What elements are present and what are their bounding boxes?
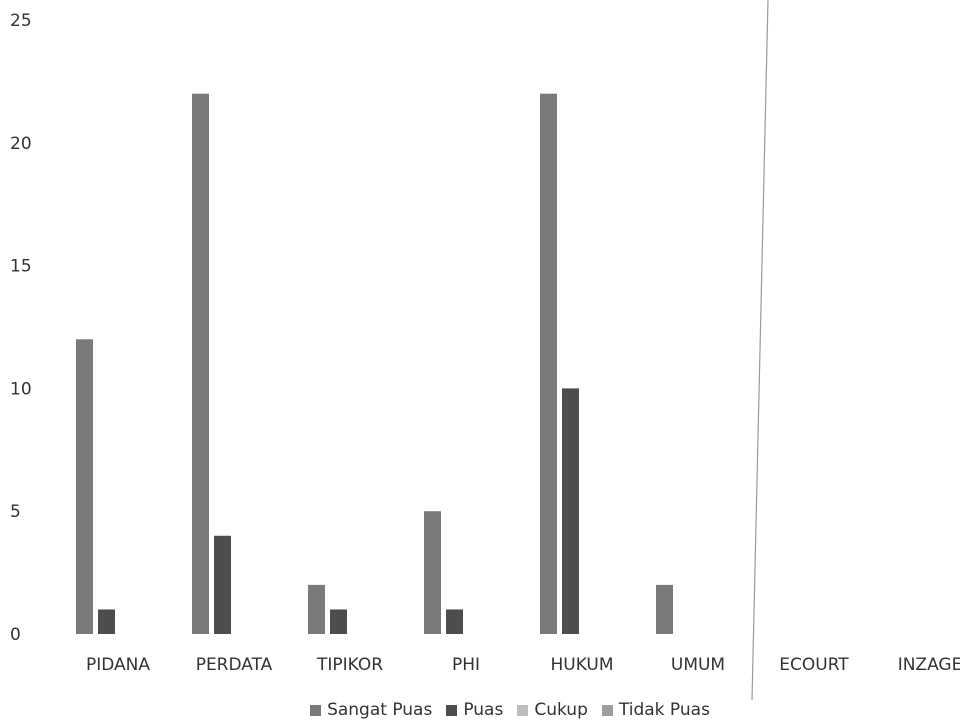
- x-tick-label: INZAGE: [898, 655, 960, 675]
- legend-swatch: [601, 704, 613, 716]
- bar: [540, 93, 557, 635]
- y-tick-label: 20: [10, 134, 32, 154]
- bar: [308, 584, 325, 634]
- bar: [76, 339, 93, 634]
- legend-swatch: [310, 704, 322, 716]
- y-tick-label: 25: [10, 11, 32, 31]
- x-tick-label: TIPIKOR: [316, 655, 383, 675]
- legend-item-cukup: Cukup: [517, 700, 588, 720]
- y-tick-label: 5: [10, 502, 21, 522]
- x-tick-label: ECOURT: [779, 655, 849, 675]
- legend-label: Cukup: [534, 700, 588, 720]
- x-tick-label: UMUM: [671, 655, 725, 675]
- legend-swatch: [517, 704, 529, 716]
- y-tick-label: 10: [10, 379, 32, 399]
- bar: [98, 609, 115, 634]
- y-axis-ticks: 0 5 10 15 20 25: [10, 11, 32, 645]
- bar: [446, 609, 463, 634]
- x-axis-ticks: PIDANA PERDATA TIPIKOR PHI HUKUM UMUM ECOURT IN…: [86, 655, 960, 675]
- legend-item-sangat-puas: Sangat Puas: [310, 700, 432, 720]
- legend-swatch: [446, 704, 458, 716]
- legend-label: Sangat Puas: [327, 700, 433, 720]
- x-tick-label: PHI: [452, 655, 480, 675]
- x-tick-label: PIDANA: [86, 655, 150, 675]
- legend-item-puas: Puas: [446, 700, 503, 720]
- bar: [192, 93, 209, 635]
- bar: [214, 535, 231, 634]
- x-tick-label: PERDATA: [196, 655, 273, 675]
- chart-divider-line: [751, 0, 769, 700]
- bar: [330, 609, 347, 634]
- legend-label: Tidak Puas: [618, 700, 710, 720]
- bar: [656, 584, 673, 634]
- bar: [562, 388, 579, 634]
- bars: [76, 93, 673, 635]
- legend-label: Puas: [463, 700, 504, 720]
- chart-canvas: 0 5 10 15 20 25 PIDANA PERDATA TIPIKOR PHI HUKUM U…: [10, 0, 960, 700]
- y-tick-label: 0: [10, 625, 21, 645]
- bar: [424, 511, 441, 634]
- y-tick-label: 15: [10, 257, 32, 277]
- legend: Sangat Puas Puas Cukup Tidak Puas: [30, 700, 960, 720]
- x-tick-label: HUKUM: [550, 655, 613, 675]
- legend-item-tidak-puas: Tidak Puas: [601, 700, 710, 720]
